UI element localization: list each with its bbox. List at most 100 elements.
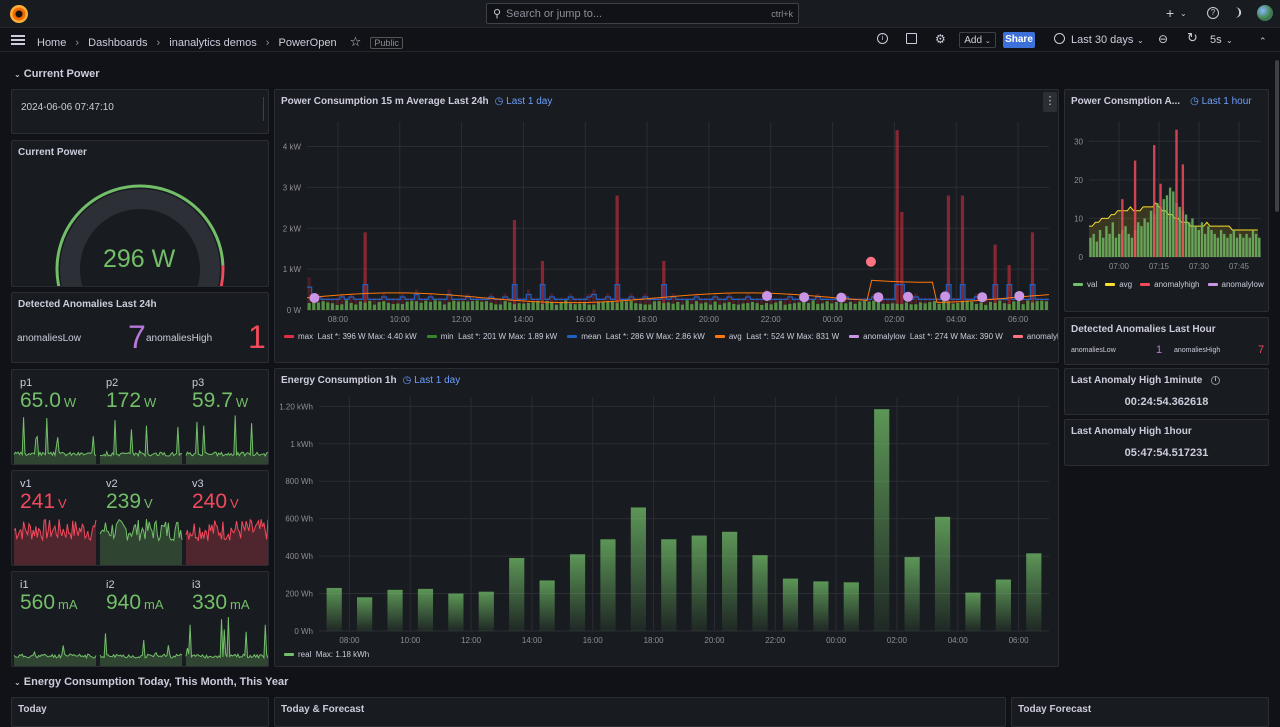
grafana-logo[interactable] bbox=[10, 5, 28, 23]
legend-item[interactable]: anomalyhigh bbox=[1140, 277, 1200, 293]
min-bar bbox=[802, 301, 806, 310]
gauge-track bbox=[60, 189, 220, 286]
phase-value: 239 V bbox=[106, 490, 153, 513]
breadcrumb-page: PowerOpen bbox=[278, 37, 337, 49]
anomalies-hour-high-label: anomaliesHigh bbox=[1174, 347, 1221, 354]
energy-chart: 0 Wh 200 Wh 400 Wh 600 Wh 800 Wh 1 kWh 1.20 kW… bbox=[279, 397, 1049, 645]
y-tick-label: 0 Wh bbox=[294, 627, 313, 636]
search-shortcut: ctrl+k bbox=[771, 9, 793, 19]
val-bar bbox=[1235, 237, 1239, 257]
anomalies-low-value: 7 bbox=[128, 319, 146, 355]
min-bar bbox=[330, 303, 335, 310]
min-bar bbox=[321, 301, 325, 310]
legend-item[interactable]: avg Last *: 524 W Max: 831 W bbox=[714, 329, 839, 345]
min-bar bbox=[358, 301, 363, 310]
legend-swatch bbox=[1207, 283, 1218, 287]
breadcrumb-folder[interactable]: inanalytics demos bbox=[169, 37, 257, 49]
refresh-interval[interactable]: 5s bbox=[1210, 34, 1222, 46]
energy-bar bbox=[326, 587, 342, 631]
today-forecast-panel: Today & Forecast bbox=[274, 697, 1006, 727]
chevron-up-icon[interactable]: ⌃ bbox=[1259, 36, 1267, 46]
legend-series-stats: Last *: 286 W Max: 2.86 kW bbox=[605, 332, 705, 341]
gear-icon[interactable]: ⚙ bbox=[935, 32, 946, 46]
y-tick-label: 10 bbox=[1074, 214, 1083, 223]
min-bar bbox=[578, 303, 582, 310]
refresh-icon[interactable]: ↻ bbox=[1187, 30, 1198, 45]
max-bar bbox=[615, 195, 619, 310]
energy-bar bbox=[509, 557, 525, 631]
zoom-out-icon[interactable]: ⊖ bbox=[1158, 32, 1169, 46]
val-bar bbox=[1168, 187, 1172, 257]
power-panel-time-link[interactable]: ◷ Last 1 day bbox=[495, 96, 553, 107]
legend-series-name: val bbox=[1087, 280, 1098, 289]
anomalies-hour-panel: Detected Anomalies Last Hour anomaliesLo… bbox=[1064, 317, 1269, 365]
energy-panel-time-link[interactable]: ◷ Last 1 day bbox=[403, 375, 461, 386]
max-bar bbox=[489, 293, 493, 310]
min-bar bbox=[629, 301, 633, 310]
min-bar bbox=[867, 301, 871, 310]
power-gauge bbox=[55, 184, 225, 286]
rss-icon[interactable]: ❩ bbox=[1234, 7, 1244, 19]
x-tick-label: 00:00 bbox=[823, 315, 844, 322]
sparkline-line bbox=[99, 518, 183, 542]
avatar[interactable] bbox=[1257, 5, 1273, 21]
help-icon[interactable]: ? bbox=[1207, 7, 1219, 19]
legend-item[interactable]: min Last *: 201 W Max: 1.89 kW bbox=[426, 329, 558, 345]
legend-item[interactable]: max Last *: 396 W Max: 4.40 kW bbox=[284, 329, 417, 345]
power-sparkline bbox=[13, 415, 268, 464]
add-button[interactable]: Add ⌄ bbox=[959, 32, 996, 48]
clock-icon: ◷ bbox=[1190, 96, 1199, 107]
min-bar bbox=[965, 300, 969, 310]
y-tick-label: 1 kWh bbox=[290, 440, 313, 449]
min-bar bbox=[914, 304, 918, 310]
min-bar bbox=[979, 302, 983, 310]
chevron-down-icon[interactable]: ⌄ bbox=[1180, 9, 1187, 18]
row-energy-consumption[interactable]: ⌄ Energy Consumption Today, This Month, … bbox=[14, 676, 288, 688]
info-icon[interactable]: i bbox=[877, 33, 888, 44]
sparkline-area bbox=[186, 616, 268, 666]
search-input[interactable]: ⚲ Search or jump to... ctrl+k bbox=[486, 3, 799, 24]
row-current-power[interactable]: ⌄ Current Power bbox=[14, 68, 100, 80]
val-bar bbox=[1232, 230, 1236, 257]
x-tick-label: 18:00 bbox=[644, 636, 665, 645]
val-bar bbox=[1165, 195, 1169, 257]
breadcrumb-home[interactable]: Home bbox=[37, 37, 67, 49]
page-scrollbar[interactable] bbox=[1275, 60, 1279, 212]
legend-item[interactable]: mean Last *: 286 W Max: 2.86 kW bbox=[567, 329, 705, 345]
chevron-down-icon: ⌄ bbox=[14, 678, 21, 687]
sparkline-line bbox=[185, 616, 268, 660]
legend-series-name[interactable]: real bbox=[298, 650, 312, 659]
min-bar bbox=[536, 300, 540, 310]
phase-unit: W bbox=[144, 395, 157, 410]
max-bar bbox=[554, 297, 559, 310]
public-badge: Public bbox=[370, 37, 403, 49]
clock-icon: ◷ bbox=[402, 375, 412, 386]
star-icon[interactable]: ☆ bbox=[349, 34, 362, 49]
legend-item[interactable]: anomalylow bbox=[1207, 277, 1264, 293]
info-icon[interactable]: i bbox=[1211, 375, 1221, 385]
breadcrumb-dashboards[interactable]: Dashboards bbox=[88, 37, 148, 49]
legend-item[interactable]: avg bbox=[1105, 277, 1132, 293]
menu-icon[interactable] bbox=[11, 35, 25, 45]
min-bar bbox=[410, 300, 414, 310]
today-panel: Today bbox=[11, 697, 269, 727]
energy-bar bbox=[478, 591, 494, 631]
power-hour-time-link[interactable]: ◷ Last 1 hour bbox=[1190, 96, 1252, 107]
save-icon[interactable] bbox=[906, 33, 917, 44]
legend-item[interactable]: anomalyhigh Last *: 1.18 kW Max: 1.18 kW bbox=[1012, 329, 1058, 345]
time-range-picker[interactable]: Last 30 days bbox=[1071, 34, 1134, 46]
legend-series-stats: Last *: 201 W Max: 1.89 kW bbox=[458, 332, 558, 341]
share-button[interactable]: Share bbox=[1003, 32, 1035, 48]
legend-swatch bbox=[567, 335, 578, 339]
legend-series-name: max bbox=[298, 332, 314, 341]
legend-item[interactable]: anomalylow Last *: 274 W Max: 390 W bbox=[849, 329, 1003, 345]
panel-menu-icon[interactable]: ⋮ bbox=[1043, 92, 1057, 112]
legend-item[interactable]: val bbox=[1073, 277, 1097, 293]
min-bar bbox=[312, 300, 316, 310]
plus-icon[interactable]: + bbox=[1166, 5, 1175, 21]
chevron-down-icon[interactable]: ⌄ bbox=[1137, 36, 1144, 45]
max-bar bbox=[960, 195, 965, 310]
chevron-down-icon[interactable]: ⌄ bbox=[1226, 36, 1233, 45]
chevron-down-icon: ⌄ bbox=[984, 38, 991, 45]
min-bar bbox=[564, 300, 568, 310]
